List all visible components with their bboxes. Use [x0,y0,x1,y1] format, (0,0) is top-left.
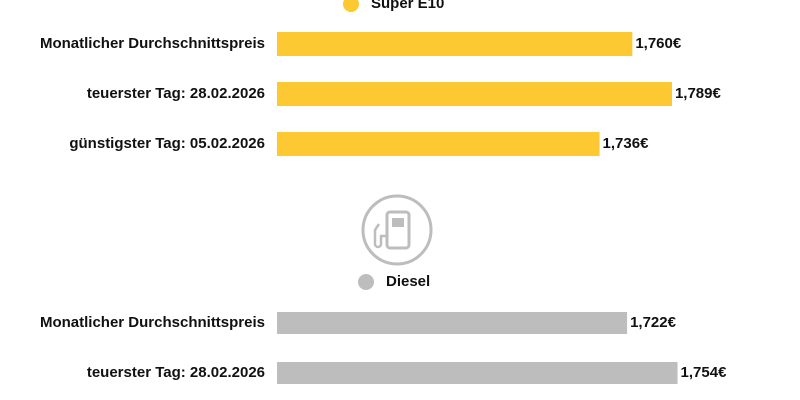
legend-label: Diesel [386,273,430,290]
legend-marker [358,274,374,290]
category-label: Monatlicher Durchschnittspreis [40,314,265,331]
value-label: 1,736€ [603,135,650,152]
category-label: günstigster Tag: 05.02.2026 [69,135,265,152]
category-label: teuerster Tag: 28.02.2026 [87,364,265,381]
category-label: teuerster Tag: 28.02.2026 [87,85,265,102]
bar [277,32,633,56]
fuel-icon [361,194,433,266]
legend-marker [343,0,359,12]
value-label: 1,760€ [635,35,682,52]
bar [277,312,628,334]
category-label: Monatlicher Durchschnittspreis [40,35,265,52]
value-label: 1,722€ [630,314,677,331]
bar [277,82,672,106]
bar [277,362,678,384]
value-label: 1,754€ [681,364,728,381]
legend-label: Super E10 [371,0,444,12]
bar [277,132,600,156]
value-label: 1,789€ [675,85,722,102]
